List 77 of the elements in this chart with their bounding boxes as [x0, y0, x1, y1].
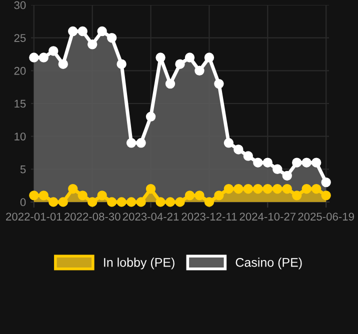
point — [311, 184, 322, 194]
y-tick-label: 10 — [14, 132, 26, 140]
point — [136, 138, 146, 148]
y-tick-label: 25 — [14, 34, 26, 42]
x-tick-label: 2022-08-30 — [64, 212, 120, 221]
point — [292, 190, 302, 200]
point — [253, 184, 263, 194]
point — [126, 138, 136, 148]
point — [165, 78, 176, 89]
point — [184, 52, 195, 62]
y-tick-label: 30 — [14, 1, 26, 10]
point — [262, 184, 273, 194]
point — [78, 190, 88, 200]
point — [29, 52, 39, 62]
point — [106, 197, 117, 207]
point — [311, 158, 322, 168]
point — [214, 190, 224, 200]
point — [321, 190, 331, 200]
x-tick-label: 2025-06-19 — [298, 212, 354, 221]
legend-label: In lobby (PE) — [104, 258, 174, 270]
point — [243, 151, 254, 161]
point — [282, 184, 292, 194]
y-tick-label: 0 — [20, 198, 26, 206]
x-tick-label: 2024-10-27 — [240, 212, 296, 221]
point — [194, 190, 204, 200]
point — [292, 158, 302, 168]
point — [116, 197, 126, 207]
y-tick-label: 5 — [20, 166, 26, 174]
point — [38, 190, 49, 200]
point — [97, 26, 107, 36]
point — [194, 66, 204, 76]
point — [156, 197, 166, 207]
point — [234, 144, 244, 154]
point — [234, 184, 244, 194]
point — [272, 164, 282, 174]
point — [262, 158, 273, 168]
point — [321, 177, 331, 188]
point — [224, 184, 234, 194]
x-tick-label: 2023-12-11 — [182, 212, 237, 221]
point — [38, 52, 49, 62]
y-tick-label: 20 — [14, 66, 26, 75]
point — [224, 138, 234, 148]
point — [146, 184, 156, 194]
point — [165, 197, 176, 207]
point — [87, 40, 98, 50]
point — [48, 46, 58, 56]
point — [253, 158, 263, 168]
point — [302, 158, 312, 168]
point — [68, 26, 78, 36]
point — [175, 59, 185, 69]
y-tick-label: 15 — [14, 100, 26, 108]
point — [243, 184, 254, 194]
point — [68, 184, 78, 194]
point — [302, 184, 312, 194]
point — [58, 59, 68, 69]
point — [146, 112, 156, 122]
point — [106, 32, 117, 43]
x-tick-label: 2023-04-21 — [122, 212, 179, 221]
x-tick-label: 2022-01-01 — [6, 212, 62, 221]
point — [214, 78, 224, 89]
point — [204, 52, 214, 62]
point — [58, 197, 68, 207]
point — [136, 197, 146, 207]
point — [204, 197, 214, 207]
point — [78, 26, 88, 36]
point — [116, 59, 126, 69]
point — [272, 184, 282, 194]
point — [97, 190, 107, 200]
point — [87, 197, 98, 207]
point — [126, 197, 136, 207]
point — [48, 197, 58, 207]
point — [175, 197, 185, 207]
legend-label: Casino (PE) — [236, 258, 302, 270]
point — [282, 170, 292, 181]
point — [29, 190, 39, 200]
point — [184, 190, 195, 200]
point — [156, 52, 166, 62]
